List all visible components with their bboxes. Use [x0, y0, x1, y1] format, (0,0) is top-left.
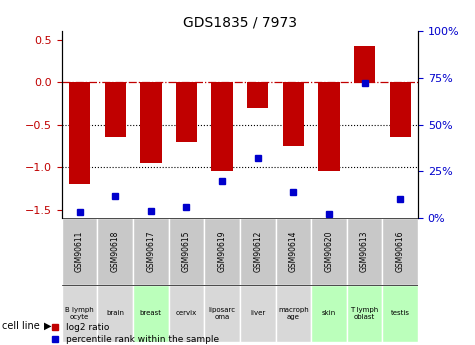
- Text: skin: skin: [322, 310, 336, 316]
- Text: GSM90611: GSM90611: [75, 231, 84, 272]
- Bar: [382, 218, 418, 285]
- Bar: [104, 82, 126, 137]
- Text: breast: breast: [140, 310, 162, 316]
- Text: GSM90620: GSM90620: [324, 231, 333, 272]
- Text: GSM90616: GSM90616: [396, 231, 405, 272]
- Text: cervix: cervix: [176, 310, 197, 316]
- Text: macroph
age: macroph age: [278, 307, 309, 320]
- Text: T lymph
oblast: T lymph oblast: [351, 307, 379, 320]
- Bar: [169, 285, 204, 342]
- Bar: [176, 82, 197, 141]
- Text: GSM90612: GSM90612: [253, 231, 262, 272]
- Bar: [311, 285, 347, 342]
- Bar: [347, 285, 382, 342]
- Text: liposarc
oma: liposarc oma: [209, 307, 236, 320]
- Bar: [211, 82, 233, 171]
- Bar: [62, 218, 97, 285]
- Bar: [97, 285, 133, 342]
- Text: ▶: ▶: [44, 321, 51, 331]
- Text: GSM90614: GSM90614: [289, 231, 298, 272]
- Bar: [133, 218, 169, 285]
- Bar: [318, 82, 340, 171]
- Bar: [204, 218, 240, 285]
- Title: GDS1835 / 7973: GDS1835 / 7973: [183, 16, 297, 30]
- Legend: log2 ratio, percentile rank within the sample: log2 ratio, percentile rank within the s…: [52, 323, 219, 344]
- Bar: [354, 46, 375, 82]
- Bar: [69, 82, 90, 184]
- Bar: [133, 285, 169, 342]
- Bar: [169, 218, 204, 285]
- Bar: [240, 218, 276, 285]
- Bar: [283, 82, 304, 146]
- Bar: [276, 285, 311, 342]
- Bar: [62, 285, 97, 342]
- Text: GSM90619: GSM90619: [218, 231, 227, 272]
- Bar: [276, 218, 311, 285]
- Text: testis: testis: [390, 310, 409, 316]
- Bar: [311, 218, 347, 285]
- Bar: [204, 285, 240, 342]
- Text: GSM90613: GSM90613: [360, 231, 369, 272]
- Bar: [347, 218, 382, 285]
- Bar: [247, 82, 268, 108]
- Text: GSM90618: GSM90618: [111, 231, 120, 272]
- Text: liver: liver: [250, 310, 266, 316]
- Text: brain: brain: [106, 310, 124, 316]
- Bar: [390, 82, 411, 137]
- Text: cell line: cell line: [2, 321, 40, 331]
- Bar: [382, 285, 418, 342]
- Text: B lymph
ocyte: B lymph ocyte: [65, 307, 94, 320]
- Bar: [140, 82, 162, 163]
- Bar: [97, 218, 133, 285]
- Text: GSM90617: GSM90617: [146, 231, 155, 272]
- Text: GSM90615: GSM90615: [182, 231, 191, 272]
- Bar: [240, 285, 276, 342]
